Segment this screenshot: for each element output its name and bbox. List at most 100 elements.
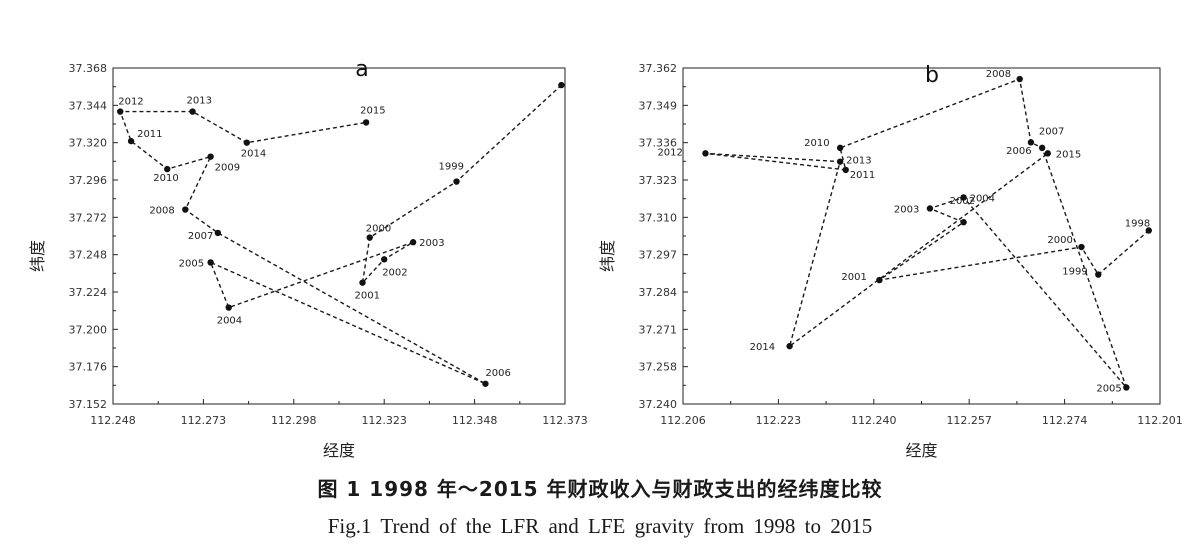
point-label: 2006 [1006, 146, 1031, 157]
point-label: 2008 [149, 206, 174, 217]
y-tick-label: 37.272 [69, 211, 108, 224]
x-tick-label: 112.257 [946, 414, 992, 427]
y-tick-label: 37.296 [69, 174, 108, 187]
figure-charts: 112.248 112.273 112.298 112.323 112.348 112.3… [28, 57, 1183, 460]
data-point [182, 206, 189, 213]
y-axis-title: 纬度 [598, 240, 617, 272]
plot-frame [112, 67, 566, 405]
data-point [1095, 271, 1102, 278]
data-point [482, 380, 489, 387]
point-label: 2014 [241, 149, 266, 160]
panel-letter: a [355, 57, 368, 82]
y-tick-label: 37.349 [639, 99, 678, 112]
point-label: 2002 [950, 196, 975, 207]
point-label: 2008 [986, 69, 1011, 80]
data-point [1145, 227, 1152, 234]
point-label: 2010 [804, 138, 829, 149]
data-point [117, 108, 124, 115]
y-axis-title: 纬度 [28, 240, 47, 272]
data-point [225, 304, 232, 311]
point-label: 2002 [382, 267, 407, 278]
point-label: 1999 [1062, 267, 1087, 278]
data-point [960, 194, 967, 201]
point-label: 2004 [217, 316, 242, 327]
x-tick-label: 112.201 [1137, 414, 1183, 427]
y-tick-label: 37.152 [69, 398, 108, 411]
y-tick-label: 37.323 [639, 174, 678, 187]
point-label: 2015 [1056, 149, 1081, 160]
figure-caption-english: Fig.1 Trend of the LFR and LFE gravity f… [327, 514, 873, 538]
data-point [207, 259, 214, 266]
data-point [786, 342, 793, 350]
figure-caption-chinese: 图 1 1998 年～2015 年财政收入与财政支出的经纬度比较 [317, 477, 883, 501]
y-tick-label: 37.284 [639, 286, 678, 299]
point-label: 2011 [850, 170, 875, 181]
x-tick-label: 112.323 [361, 414, 407, 427]
data-point [876, 276, 883, 284]
data-point [359, 279, 366, 286]
y-tick-label: 37.258 [639, 361, 678, 374]
data-point [1027, 139, 1035, 146]
point-label: 2000 [366, 224, 391, 235]
data-point [926, 205, 934, 212]
y-tick-label: 37.362 [639, 62, 678, 75]
y-tick-label: 37.310 [639, 211, 678, 224]
point-label: 2007 [188, 231, 213, 242]
point-label: 2005 [179, 258, 204, 269]
y-tick-label: 37.271 [639, 323, 678, 336]
data-point [409, 239, 417, 246]
x-tick-label: 112.274 [1042, 414, 1088, 427]
x-tick-label: 112.373 [542, 414, 588, 427]
point-label: 2009 [215, 163, 240, 174]
chart-panel-a: 112.248 112.273 112.298 112.323 112.348 112.3… [28, 57, 588, 460]
x-tick-label: 112.248 [90, 414, 136, 427]
chart-panel-b: 112.206 112.223 112.240 112.257 112.274 112.2… [598, 62, 1183, 460]
data-point [1044, 150, 1051, 157]
x-tick-label: 112.348 [452, 414, 498, 427]
x-axis-title: 经度 [323, 441, 355, 460]
point-label: 2013 [846, 156, 871, 167]
point-label: 1998 [1125, 218, 1150, 229]
data-point [836, 158, 844, 165]
y-tick-label: 37.320 [69, 137, 108, 150]
data-point [243, 139, 250, 146]
y-tick-label: 37.344 [69, 99, 108, 112]
point-label: 2007 [1039, 126, 1064, 137]
panel-letter: b [925, 63, 939, 88]
data-point [960, 219, 967, 226]
data-point [1123, 384, 1130, 391]
data-point [1078, 243, 1085, 251]
point-label: 2010 [153, 173, 178, 184]
data-point [381, 256, 388, 263]
data-point [127, 137, 135, 145]
y-tick-label: 37.240 [639, 398, 678, 411]
y-tick-label: 37.200 [69, 323, 108, 336]
data-point [1038, 144, 1046, 152]
x-axis-title: 经度 [905, 441, 937, 460]
x-tick-label: 112.206 [660, 414, 706, 427]
y-tick-label: 37.224 [69, 286, 108, 299]
point-label: 2001 [355, 291, 380, 302]
point-label: 2000 [1047, 235, 1072, 246]
x-tick-label: 112.298 [271, 414, 317, 427]
point-label: 2014 [750, 342, 775, 353]
data-point [207, 153, 214, 160]
data-point [189, 108, 196, 115]
y-tick-label: 37.176 [69, 361, 108, 374]
point-label: 1999 [439, 162, 464, 173]
point-label: 2011 [137, 129, 162, 140]
data-point [1016, 75, 1023, 83]
data-point [558, 81, 565, 89]
point-label: 2004 [970, 193, 995, 204]
data-point [214, 229, 222, 237]
data-point [453, 178, 460, 185]
x-tick-label: 112.240 [851, 414, 897, 427]
x-tick-label: 112.273 [181, 414, 227, 427]
data-point [366, 234, 373, 241]
point-label: 2013 [187, 96, 212, 107]
point-label: 2006 [485, 368, 510, 379]
y-tick-label: 37.368 [69, 62, 108, 75]
point-label: 2005 [1096, 383, 1121, 394]
point-label: 2003 [894, 204, 919, 215]
point-label: 2012 [118, 97, 143, 108]
